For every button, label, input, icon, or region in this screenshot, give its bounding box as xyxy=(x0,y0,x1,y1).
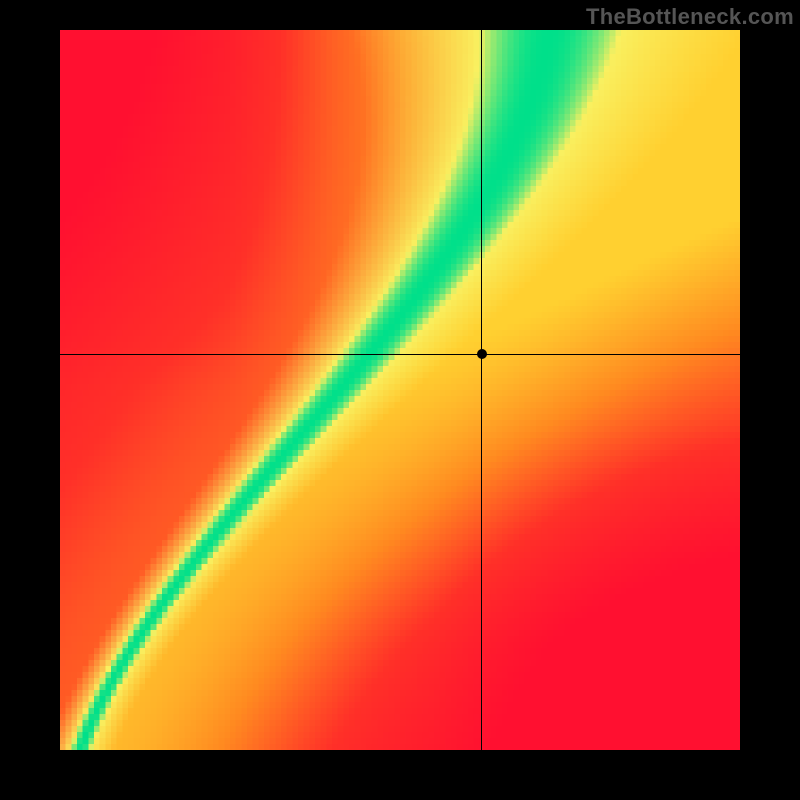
crosshair-marker[interactable] xyxy=(477,349,487,359)
crosshair-vertical xyxy=(481,30,482,750)
watermark-text: TheBottleneck.com xyxy=(586,4,794,30)
heatmap-canvas xyxy=(60,30,740,750)
plot-area xyxy=(60,30,740,750)
crosshair-horizontal xyxy=(60,354,740,355)
chart-container: TheBottleneck.com xyxy=(0,0,800,800)
